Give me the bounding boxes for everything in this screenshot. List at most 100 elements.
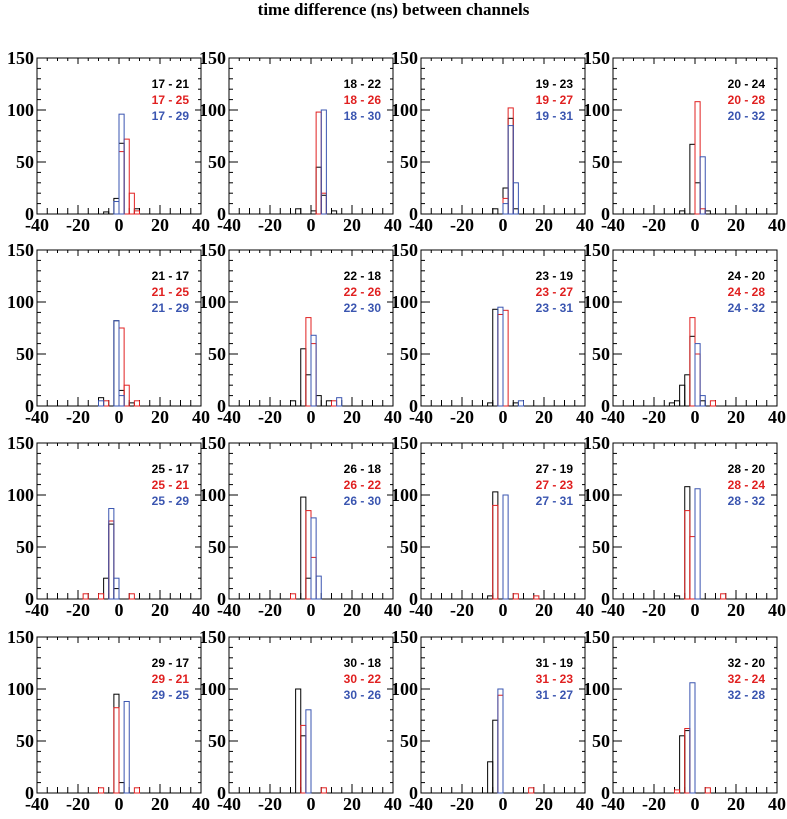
legend-entry: 27 - 19: [536, 462, 574, 476]
histogram-bar-blue: [123, 700, 130, 794]
histogram-bar-red: [305, 317, 312, 407]
x-tick-label: 40: [192, 407, 210, 427]
x-tick-label: 0: [691, 600, 700, 620]
histogram-bar-black: [305, 374, 312, 407]
panel-15: -40 -20 0 20 40 0 50 100 150 31 - 19 31 - 23 31 - 2…: [391, 627, 594, 814]
x-tick-label: -20: [66, 215, 90, 235]
histogram-bar-black: [113, 197, 120, 215]
y-tick-label: 100: [391, 292, 418, 312]
legend-entry: 21 - 17: [152, 269, 190, 283]
x-tick-label: -20: [450, 407, 474, 427]
panel-1: -40 -20 0 20 40 0 50 100 150 17 - 21 17 - 25 17 - 2…: [7, 48, 210, 235]
y-tick-label: 0: [601, 204, 610, 224]
legend-entry: 30 - 22: [344, 672, 382, 686]
histogram-bar-blue: [497, 688, 504, 794]
y-tick-label: 0: [25, 783, 34, 803]
legend-entry: 31 - 19: [536, 656, 574, 670]
y-tick-label: 100: [583, 100, 610, 120]
y-tick-label: 0: [217, 589, 226, 609]
histogram-bar-red: [98, 593, 105, 600]
x-tick-label: -20: [642, 600, 666, 620]
x-tick-label: 20: [343, 215, 361, 235]
histogram-bar-black: [512, 208, 519, 215]
histogram-bar-red: [709, 400, 716, 407]
legend-entry: 18 - 26: [344, 93, 382, 107]
histogram-bar-red: [528, 787, 535, 794]
y-tick-label: 100: [583, 679, 610, 699]
y-tick-label: 150: [199, 240, 226, 260]
histogram-bar-black: [507, 117, 514, 215]
legend-entry: 19 - 31: [536, 109, 574, 123]
legend-entry: 26 - 22: [344, 478, 382, 492]
histogram-bar-black: [502, 187, 509, 215]
legend-entry: 18 - 22: [344, 77, 382, 91]
histogram-bar-black: [300, 348, 307, 407]
histogram-bar-black: [674, 400, 681, 407]
y-tick-label: 50: [16, 344, 34, 364]
histogram-bar-black: [689, 335, 696, 407]
histogram-bar-black: [694, 182, 701, 215]
legend-entry: 29 - 21: [152, 672, 190, 686]
x-tick-label: -20: [66, 794, 90, 814]
x-tick-label: -20: [258, 600, 282, 620]
histogram-bar-blue: [305, 709, 312, 794]
histogram-bar-red: [704, 787, 711, 794]
x-tick-label: 20: [343, 794, 361, 814]
histogram-bar-black: [103, 211, 110, 215]
histogram-bar-red: [507, 107, 514, 215]
figure-title: time difference (ns) between channels: [257, 0, 530, 19]
histogram-bar-black: [487, 595, 494, 600]
panel-13: -40 -20 0 20 40 0 50 100 150 29 - 17 29 - 21 29 - 2…: [7, 627, 210, 814]
y-tick-label: 0: [409, 204, 418, 224]
x-tick-label: -20: [450, 215, 474, 235]
histogram-bar-red: [492, 504, 499, 600]
y-tick-label: 50: [400, 344, 418, 364]
y-tick-label: 0: [601, 396, 610, 416]
histogram-bar-blue: [699, 156, 706, 215]
histogram-bar-red: [674, 789, 681, 794]
y-tick-label: 50: [208, 344, 226, 364]
histogram-bar-black: [113, 320, 120, 407]
y-tick-label: 150: [391, 627, 418, 647]
histogram-bar-black: [295, 208, 302, 215]
y-tick-label: 150: [391, 433, 418, 453]
x-tick-label: -40: [601, 215, 625, 235]
x-tick-label: 0: [691, 407, 700, 427]
histogram-bar-black: [684, 374, 691, 407]
y-tick-label: 150: [7, 433, 34, 453]
histogram-bar-red: [310, 343, 317, 407]
histogram-bar-black: [679, 384, 686, 407]
x-tick-label: 40: [384, 600, 402, 620]
histogram-bar-red: [82, 593, 89, 600]
x-tick-label: 0: [499, 407, 508, 427]
histogram-bar-black: [487, 761, 494, 794]
histogram-bar-red: [699, 208, 706, 215]
histogram-bar-red: [305, 510, 312, 600]
y-tick-label: 50: [592, 152, 610, 172]
legend-entry: 31 - 23: [536, 672, 574, 686]
histogram-bar-black: [300, 496, 307, 600]
x-tick-label: 0: [691, 794, 700, 814]
x-tick-label: 0: [499, 600, 508, 620]
histogram-bar-red: [694, 353, 701, 407]
y-tick-label: 50: [16, 152, 34, 172]
y-tick-label: 150: [391, 240, 418, 260]
legend-entry: 24 - 32: [728, 301, 766, 315]
y-tick-label: 50: [208, 731, 226, 751]
histogram-bar-black: [128, 402, 135, 407]
histogram-bar-red: [694, 101, 701, 215]
x-tick-label: -20: [642, 215, 666, 235]
legend-entry: 21 - 29: [152, 301, 190, 315]
x-tick-label: 40: [384, 215, 402, 235]
histogram-bar-blue: [315, 575, 322, 600]
x-tick-label: 0: [115, 215, 124, 235]
y-tick-label: 100: [583, 292, 610, 312]
histogram-bar-red: [720, 593, 727, 600]
y-tick-label: 100: [199, 679, 226, 699]
x-tick-label: 0: [115, 407, 124, 427]
histogram-bar-black: [674, 595, 681, 600]
histogram-bar-black: [113, 588, 120, 600]
histogram-bar-black: [512, 402, 519, 407]
y-tick-label: 150: [583, 240, 610, 260]
panel-3: -40 -20 0 20 40 0 50 100 150 19 - 23 19 - 27 19 - 3…: [391, 48, 594, 235]
